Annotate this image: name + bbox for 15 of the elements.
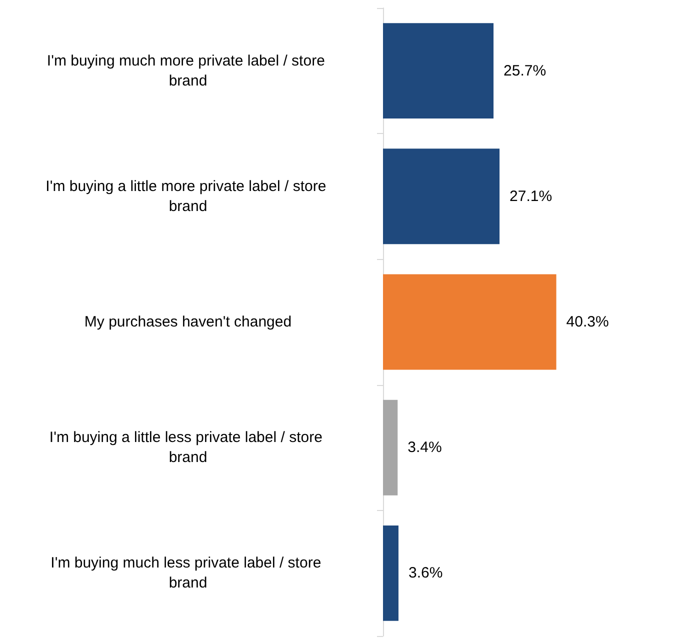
bar: [383, 148, 500, 244]
bar: [383, 525, 398, 621]
data-label: 3.4%: [408, 439, 442, 456]
y-tick-label: I'm buying much more private label / store brand: [46, 52, 330, 90]
y-tick-label: I'm buying a little more private label / store brand: [46, 178, 330, 215]
y-tick-label: I'm buying a little less private label / store brand: [49, 429, 327, 466]
data-label: 27.1%: [510, 188, 552, 205]
data-label: 3.6%: [408, 564, 443, 582]
bar: [383, 274, 556, 370]
data-label: 25.7%: [504, 62, 546, 80]
bar: [383, 400, 398, 496]
bar: [383, 23, 494, 119]
data-label: 40.3%: [566, 314, 609, 330]
y-tick-label: My purchases haven't changed: [84, 314, 292, 330]
y-tick-label: I'm buying much less private label / store brand: [50, 554, 326, 592]
